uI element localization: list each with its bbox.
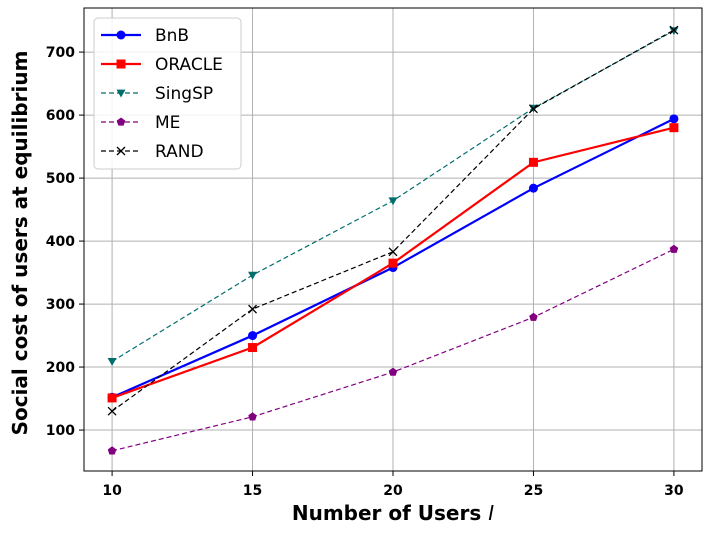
- y-axis-ticks: 100 200 300 400 500 600 700: [46, 45, 84, 439]
- y-tick-label: 400: [46, 234, 75, 250]
- legend-item-singsp: SingSP: [101, 84, 213, 104]
- data-point: [116, 30, 126, 40]
- y-tick-label: 100: [46, 423, 75, 439]
- data-point: [248, 304, 258, 314]
- data-point: [528, 183, 538, 193]
- x-tick-label: 10: [102, 483, 122, 499]
- data-point: [116, 117, 126, 126]
- data-point: [528, 157, 538, 167]
- data-point: [107, 393, 117, 403]
- data-point: [669, 123, 679, 133]
- x-tick-label: 25: [524, 483, 543, 499]
- series-layer: [107, 25, 679, 455]
- legend-label: BnB: [155, 26, 189, 46]
- data-point: [248, 271, 258, 280]
- x-tick-label: 20: [383, 483, 403, 499]
- legend-item-rand: RAND: [101, 142, 204, 162]
- x-axis-label: Number of Users I: [292, 501, 494, 525]
- data-point: [388, 247, 398, 257]
- y-axis-label: Social cost of users at equilibrium: [8, 51, 32, 436]
- y-tick-label: 600: [46, 108, 75, 124]
- data-point: [107, 446, 117, 455]
- legend-item-oracle: ORACLE: [101, 55, 223, 75]
- legend-label: ORACLE: [155, 55, 223, 75]
- y-tick-label: 300: [46, 297, 75, 313]
- legend-label: ME: [155, 113, 180, 133]
- legend: BnB ORACLE SingSP ME RAND: [93, 17, 242, 170]
- x-axis-ticks: 10 15 20 25 30: [102, 471, 684, 499]
- data-point: [388, 197, 398, 206]
- y-tick-label: 200: [46, 360, 75, 376]
- series-oracle: [107, 123, 679, 403]
- series-me: [107, 244, 679, 455]
- data-point: [528, 104, 538, 114]
- y-tick-label: 700: [46, 45, 75, 61]
- data-point: [669, 25, 679, 35]
- data-point: [248, 343, 258, 353]
- series-line: [111, 29, 675, 412]
- data-point: [116, 89, 126, 98]
- data-point: [388, 367, 398, 376]
- series-rand: [107, 25, 679, 416]
- data-point: [669, 244, 679, 253]
- data-point: [388, 258, 398, 268]
- x-tick-label: 15: [243, 483, 262, 499]
- legend-item-bnb: BnB: [101, 26, 189, 46]
- legend-item-me: ME: [101, 113, 180, 133]
- x-tick-label: 30: [664, 483, 684, 499]
- data-point: [116, 59, 126, 69]
- data-point: [669, 114, 679, 124]
- data-point: [107, 358, 117, 366]
- data-point: [529, 312, 538, 321]
- y-tick-label: 500: [46, 171, 75, 187]
- data-point: [248, 412, 257, 421]
- data-point: [116, 146, 126, 156]
- legend-box: [93, 17, 242, 170]
- legend-label: SingSP: [155, 84, 213, 104]
- data-point: [107, 406, 117, 416]
- data-point: [669, 27, 679, 36]
- legend-label: RAND: [155, 142, 204, 162]
- data-point: [248, 331, 258, 341]
